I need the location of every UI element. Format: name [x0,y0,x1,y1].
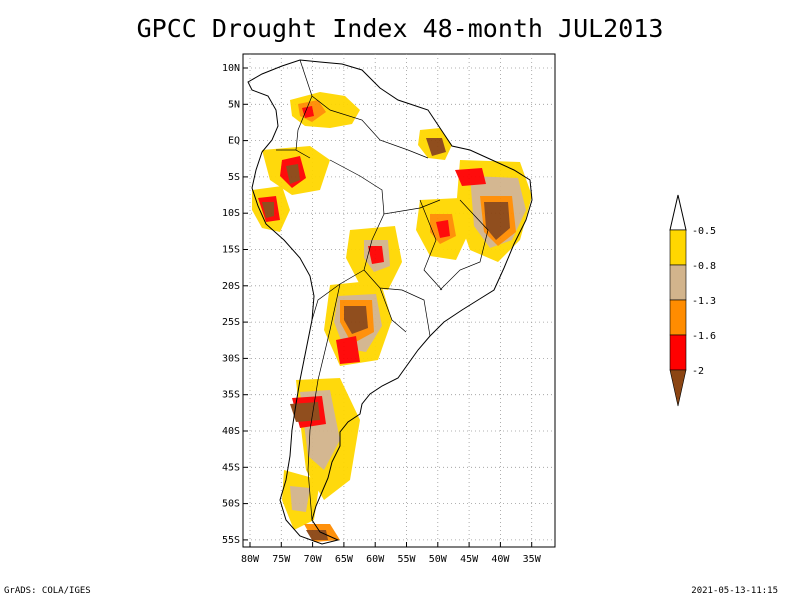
legend-colorbar: -0.5 -0.8 -1.3 -1.6 -2 [669,194,716,407]
lat-label: 10S [222,208,240,219]
lon-label: 60W [366,554,385,565]
legend-label-5: -2 [692,366,704,377]
lat-label: 55S [222,535,240,546]
legend-swatch-m05 [669,229,687,266]
lat-label: 30S [222,353,240,364]
lon-label: 65W [335,554,354,565]
footer-credit: GrADS: COLA/IGES [4,586,91,596]
lon-label: 80W [241,554,260,565]
lon-label: 40W [491,554,510,565]
lat-label: 5N [228,99,240,110]
lat-label: 45S [222,462,240,473]
lon-label: 70W [304,554,323,565]
lat-label: 40S [222,426,240,437]
longitude-labels: 80W 75W 70W 65W 60W 55W 50W 45W 40W 35W [241,542,542,565]
lat-label: 50S [222,499,240,510]
legend-label-4: -1.6 [692,331,716,342]
legend-swatch-m13 [669,299,687,336]
lat-label: 10N [222,63,240,74]
lat-label: 35S [222,390,240,401]
lat-label: 25S [222,317,240,328]
coastline [247,59,533,545]
legend-label-2: -0.8 [692,261,716,272]
lon-label: 45W [460,554,479,565]
lat-label: EQ [228,136,240,147]
legend-arrow-bottom [669,369,687,407]
lat-label: 15S [222,245,240,256]
drought-shading [252,92,532,542]
legend-label-3: -1.3 [692,296,716,307]
lon-label: 75W [272,554,291,565]
lon-label: 35W [523,554,542,565]
legend-arrow-top [669,194,687,231]
legend-swatch-m16 [669,334,687,371]
lon-label: 55W [397,554,416,565]
footer-timestamp: 2021-05-13-11:15 [691,586,778,596]
country-borders [276,59,489,521]
map-frame [242,53,556,548]
latitude-labels: 10N 5N EQ 5S 10S 15S 20S 25S 30S 35S 40S 45S 50S 55S [222,63,248,546]
map-title: GPCC Drought Index 48-month JUL2013 [136,14,664,43]
lon-label: 50W [429,554,448,565]
legend-swatch-m08 [669,264,687,301]
lat-label: 20S [222,281,240,292]
legend-label-1: -0.5 [692,226,716,237]
lat-label: 5S [228,172,240,183]
